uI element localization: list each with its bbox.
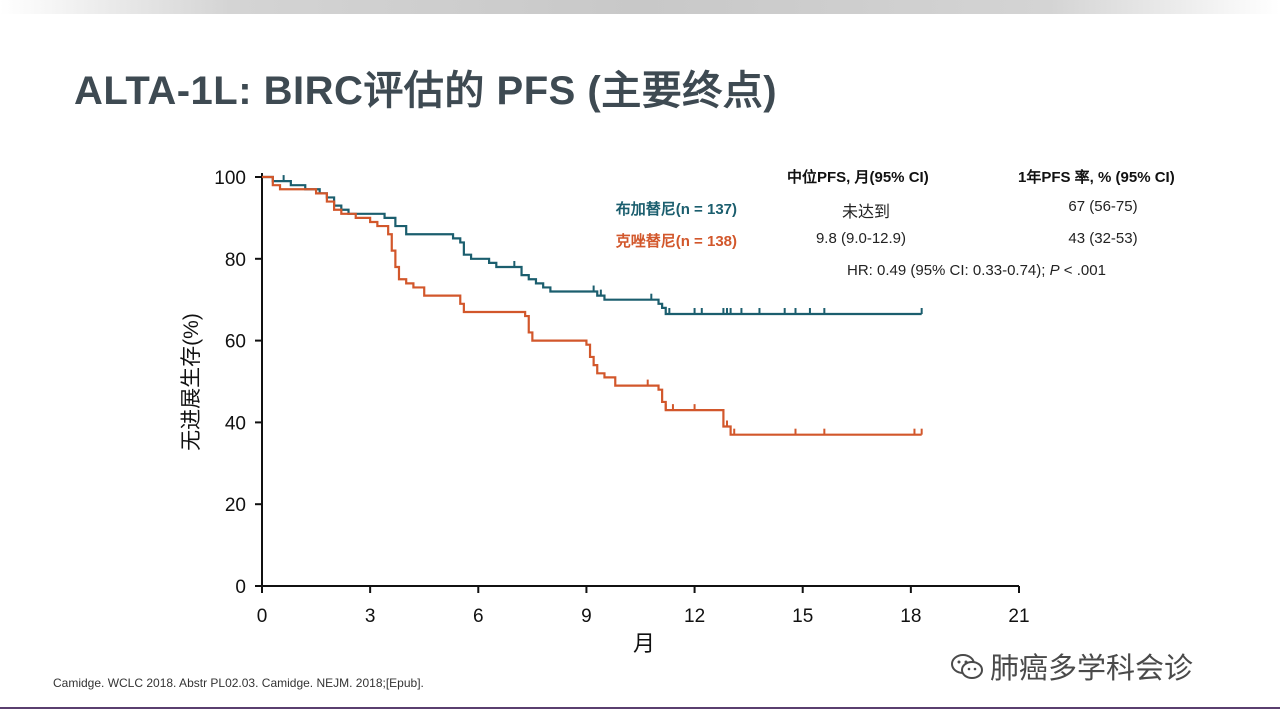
y-tick-label: 80 [225, 250, 246, 271]
table-header-1yr: 1年PFS 率, % (95% CI) [1018, 169, 1175, 186]
y-tick-label: 100 [214, 168, 246, 189]
x-tick-label: 9 [581, 606, 592, 627]
y-axis-label: 无进展生存(%) [180, 313, 203, 451]
brigatinib-1yr: 67 (56-75) [1068, 198, 1138, 215]
legend-brigatinib: 布加替尼(n = 137) [615, 201, 737, 218]
legend-crizotinib: 克唑替尼(n = 138) [615, 233, 737, 250]
hr-suffix: < .001 [1059, 262, 1106, 279]
y-tick-label: 60 [225, 332, 246, 353]
crizotinib-1yr: 43 (32-53) [1068, 230, 1138, 247]
x-tick-label: 6 [473, 606, 484, 627]
series-line-1 [262, 175, 922, 436]
series-line-0 [262, 175, 922, 316]
wechat-icon [950, 652, 984, 689]
hr-prefix: HR: 0.49 (95% CI: 0.33-0.74); [847, 262, 1050, 279]
brigatinib-median: 未达到 [841, 204, 891, 221]
top-decorative-bar [0, 0, 1280, 14]
x-tick-label: 18 [900, 606, 921, 627]
watermark: 肺癌多学科会诊 [950, 645, 1193, 689]
hr-p-label: P [1049, 262, 1060, 279]
x-tick-label: 15 [792, 606, 813, 627]
y-tick-label: 40 [225, 413, 246, 434]
x-tick-label: 21 [1008, 606, 1029, 627]
citation: Camidge. WCLC 2018. Abstr PL02.03. Camid… [53, 676, 424, 690]
hazard-ratio: HR: 0.49 (95% CI: 0.33-0.74); P < .001 [847, 262, 1106, 279]
x-tick-label: 3 [365, 606, 376, 627]
y-tick-label: 0 [235, 577, 246, 598]
page-title: ALTA-1L: BIRC评估的 PFS (主要终点) [74, 69, 778, 113]
y-tick-label: 20 [225, 495, 246, 516]
crizotinib-median: 9.8 (9.0-12.9) [815, 230, 907, 247]
x-axis-label: 月 [632, 631, 656, 656]
watermark-text: 肺癌多学科会诊 [990, 651, 1194, 685]
x-tick-label: 12 [684, 606, 705, 627]
bottom-rule [0, 707, 1280, 709]
x-tick-label: 0 [257, 606, 268, 627]
table-header-median: 中位PFS, 月(95% CI) [787, 169, 929, 186]
